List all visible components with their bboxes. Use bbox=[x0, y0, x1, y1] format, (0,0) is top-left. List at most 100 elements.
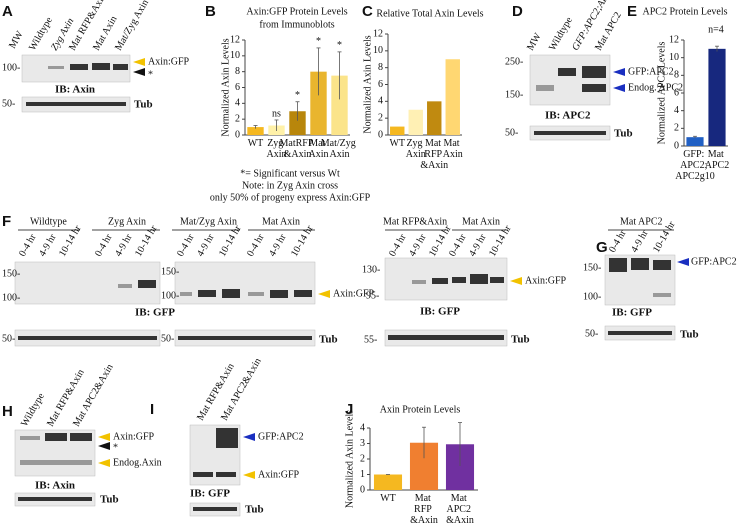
y-tick-label: 2 bbox=[378, 112, 383, 123]
panel-label: G bbox=[596, 239, 608, 256]
blot bbox=[529, 54, 611, 106]
y-tick-label: 0 bbox=[235, 129, 240, 140]
band bbox=[18, 336, 157, 340]
panel-f: F Wildtype Zyg Axin Mat/Zyg Axin Mat Axi… bbox=[2, 213, 678, 347]
mw-marker: 50- bbox=[505, 127, 518, 138]
band bbox=[608, 331, 672, 335]
band bbox=[45, 433, 67, 441]
group-label: Mat RFP&Axin bbox=[383, 216, 447, 227]
group-label: Wildtype bbox=[30, 216, 67, 227]
mw-marker: 150- bbox=[161, 266, 179, 277]
y-tick-label: 2 bbox=[235, 113, 240, 124]
band bbox=[388, 335, 504, 340]
charts: B Axin:GFP Protein Levels from Immunoblots… bbox=[205, 3, 729, 524]
y-tick-label: 2 bbox=[674, 123, 679, 134]
band bbox=[452, 277, 466, 283]
group-label: Mat Axin bbox=[462, 216, 500, 227]
loading-label: Tub bbox=[614, 128, 633, 140]
x-tick-label: Mat APC2 &Axin bbox=[446, 493, 474, 524]
band bbox=[270, 290, 288, 298]
band-label: Endog.Axin bbox=[113, 457, 162, 468]
loading-label: Tub bbox=[319, 334, 338, 346]
arrow bbox=[510, 277, 522, 285]
x-tick-label: Mat Axin bbox=[309, 138, 329, 160]
mw-marker: 55- bbox=[364, 334, 377, 345]
band bbox=[193, 472, 213, 477]
x-tick-label: Mat RFP &Axin bbox=[410, 493, 438, 524]
y-tick-label: 1 bbox=[360, 469, 365, 480]
band bbox=[653, 260, 671, 270]
ib-label: IB: Axin bbox=[35, 480, 75, 492]
lane-label: 4-9 hr bbox=[267, 232, 289, 259]
x-tick-label: WT bbox=[380, 493, 396, 504]
chart-title: Axin:GFP Protein Levels bbox=[246, 6, 347, 17]
y-tick-label: 0 bbox=[674, 140, 679, 151]
arrow bbox=[677, 258, 689, 266]
y-tick-label: 12 bbox=[373, 28, 383, 39]
lane-label: 10-14 hr bbox=[133, 223, 160, 259]
band bbox=[26, 102, 126, 106]
band-label: GFP:APC2 bbox=[628, 66, 674, 77]
chart-title: from Immunoblots bbox=[259, 19, 334, 30]
band bbox=[490, 277, 504, 283]
chart-title: APC2 Protein Levels bbox=[643, 6, 728, 17]
y-tick-label: 10 bbox=[373, 45, 383, 56]
panel-label: D bbox=[512, 3, 523, 20]
annotation: ns bbox=[272, 108, 281, 119]
band bbox=[48, 66, 64, 69]
bar bbox=[427, 101, 442, 135]
band-label: Axin:GFP bbox=[148, 56, 190, 67]
lane-label: 4-9 hr bbox=[629, 228, 651, 255]
band bbox=[558, 68, 576, 76]
band bbox=[631, 258, 649, 270]
annotation: * bbox=[295, 90, 300, 101]
note: *= Significant versus Wt bbox=[240, 168, 340, 179]
lane-label: MW bbox=[525, 31, 544, 53]
y-axis-label: Normalized Axin Levels bbox=[344, 410, 355, 508]
band bbox=[536, 85, 554, 91]
lane-label: 0-4 hr bbox=[175, 232, 197, 259]
chart-subtitle: n=4 bbox=[708, 24, 724, 35]
bar bbox=[310, 71, 327, 135]
lane-label: 10-14 hr bbox=[217, 223, 244, 259]
bar bbox=[247, 127, 264, 135]
loading-label: Tub bbox=[511, 334, 530, 346]
y-tick-label: 8 bbox=[235, 66, 240, 77]
band-label: * bbox=[148, 69, 153, 80]
group-label: Mat APC2 bbox=[620, 216, 663, 227]
panel-i: I Mat RFP&Axin Mat APC2&Axin GFP:APC2 Ax… bbox=[150, 356, 304, 517]
arrow bbox=[318, 290, 330, 298]
chart-title: Axin Protein Levels bbox=[380, 404, 461, 415]
y-tick-label: 4 bbox=[674, 105, 679, 116]
band-label: GFP:APC2 bbox=[258, 431, 304, 442]
mw-marker: 100- bbox=[2, 62, 20, 73]
panel-a: A MW Wildtype Zyg Axin Mat RFP&Axin Mat … bbox=[2, 0, 190, 113]
y-tick-label: 6 bbox=[674, 87, 679, 98]
blot bbox=[174, 261, 316, 305]
lane-label: MW bbox=[7, 29, 26, 51]
band bbox=[609, 258, 627, 272]
band-label: Endog. APC2 bbox=[628, 82, 683, 93]
y-tick-label: 10 bbox=[669, 52, 679, 63]
band bbox=[92, 63, 110, 70]
annotation: * bbox=[337, 40, 342, 51]
mw-marker: 50- bbox=[585, 328, 598, 339]
ib-label: IB: GFP bbox=[420, 306, 460, 318]
note: only 50% of progeny express Axin:GFP bbox=[210, 192, 371, 203]
loading-label: Tub bbox=[100, 494, 119, 506]
y-tick-label: 10 bbox=[230, 50, 240, 61]
x-tick-label: GFP: APC2; APC2g10 bbox=[675, 149, 714, 182]
y-tick-label: 4 bbox=[235, 98, 240, 109]
lane-label: 0-4 hr bbox=[447, 232, 469, 259]
loading-label: Tub bbox=[680, 329, 699, 341]
band bbox=[178, 336, 312, 340]
band bbox=[582, 66, 606, 78]
ib-label: IB: Axin bbox=[55, 84, 95, 96]
panel-label: E bbox=[627, 3, 637, 20]
bar bbox=[445, 59, 460, 135]
x-tick-label: WT bbox=[389, 138, 405, 149]
bar bbox=[331, 75, 348, 135]
lane-label: 0-4 hr bbox=[17, 232, 39, 259]
band bbox=[118, 284, 132, 288]
y-tick-label: 3 bbox=[360, 438, 365, 449]
